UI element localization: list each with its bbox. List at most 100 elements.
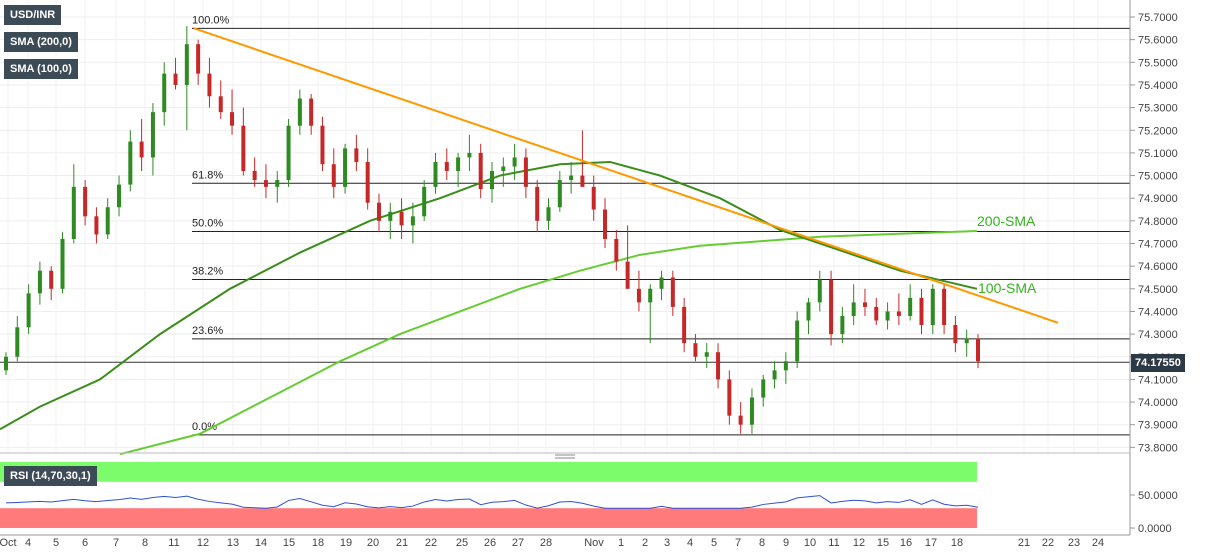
candle-body (942, 288, 947, 326)
x-tick-label: 28 (540, 537, 552, 549)
x-tick-label: 26 (484, 537, 496, 549)
candle-body (603, 209, 608, 239)
candle-body (749, 397, 754, 425)
x-tick-label: 5 (53, 537, 59, 549)
x-tick-label: 23 (1068, 537, 1080, 549)
candle-body (535, 186, 540, 221)
candle-body (795, 320, 800, 362)
x-tick-label: 21 (1018, 537, 1030, 549)
sma-100-legend[interactable]: SMA (100,0) (4, 59, 78, 79)
sma-200-legend[interactable]: SMA (200,0) (4, 32, 78, 52)
candle-body (162, 73, 167, 113)
candle-body (196, 44, 201, 74)
y-tick-label: 74.4000 (1138, 306, 1178, 318)
candle-body (670, 277, 675, 307)
x-tick-label: 7 (735, 537, 741, 549)
candle-body (230, 112, 235, 126)
candle-body (761, 379, 766, 398)
y-tick-label: 75.4000 (1138, 80, 1178, 92)
candle-body (128, 141, 133, 185)
y-tick-label: 75.1000 (1138, 148, 1178, 160)
fib-level-label: 38.2% (192, 266, 223, 278)
candle-body (139, 141, 144, 158)
candle-body (218, 96, 223, 113)
candle-body (806, 302, 811, 321)
candle-body (60, 238, 65, 289)
x-tick-label: 11 (828, 537, 839, 549)
x-tick-label: 22 (1042, 537, 1054, 549)
candle-body (37, 270, 42, 294)
x-tick-label: 4 (25, 537, 31, 549)
candle-body (738, 415, 743, 425)
candle-body (365, 161, 370, 203)
candle-body (26, 293, 31, 328)
plot-background (0, 0, 1130, 453)
x-tick-label: 10 (804, 537, 816, 549)
x-tick-label: 15 (283, 537, 295, 549)
symbol-legend[interactable]: USD/INR (4, 5, 62, 25)
rsi-line (5, 495, 979, 509)
x-tick-label: 9 (783, 537, 789, 549)
y-tick-label: 74.6000 (1138, 261, 1178, 273)
candle-body (309, 98, 314, 126)
candle-body (320, 125, 325, 165)
x-tick-label: 1 (618, 537, 624, 549)
x-tick-label: 8 (759, 537, 765, 549)
candle-body (467, 152, 472, 158)
candle-body (614, 238, 619, 262)
fib-level-label: 61.8% (192, 169, 223, 181)
candle-body (343, 148, 348, 187)
rsi-axis: 50.0000 0.0000 (1130, 490, 1178, 535)
x-tick-label: 18 (312, 537, 324, 549)
candle-body (433, 161, 438, 187)
candle-body (105, 207, 110, 235)
candle-body (331, 164, 336, 187)
candle-body (851, 302, 856, 316)
x-tick-label: 3 (664, 537, 670, 549)
panel-resize-handle[interactable] (555, 454, 575, 459)
x-tick-label: 17 (925, 537, 937, 549)
candle-body (704, 352, 709, 357)
candle-body (490, 171, 494, 190)
price-axis: 75.7000 75.6000 75.5000 75.4000 75.3000 75.20… (1130, 12, 1178, 454)
y-tick-label: 75.2000 (1138, 125, 1178, 137)
x-tick-label: 21 (396, 537, 408, 549)
y-tick-label: 75.7000 (1138, 12, 1178, 24)
x-tick-label: 25 (456, 537, 468, 549)
rsi-tick-label: 50.0000 (1138, 490, 1178, 502)
y-tick-label: 75.6000 (1138, 35, 1178, 47)
x-tick-label: 7 (113, 537, 119, 549)
candle-body (184, 44, 189, 85)
x-tick-label: 19 (340, 537, 352, 549)
rsi-legend[interactable]: RSI (14,70,30,1) (4, 466, 97, 486)
candle-body (976, 338, 980, 362)
x-tick-label: 20 (367, 537, 379, 549)
candle-body (478, 152, 483, 190)
candle-body (829, 279, 834, 335)
sma-100-line (0, 160, 978, 431)
candle-body (49, 270, 54, 289)
rsi-oversold-zone (0, 508, 977, 528)
candle-body (241, 125, 246, 172)
x-tick-label: 18 (951, 537, 963, 549)
candle-body (83, 186, 88, 217)
candle-body (659, 277, 664, 289)
candle-body (908, 297, 913, 316)
candle-body (286, 125, 291, 181)
candle-body (117, 184, 122, 208)
candle-body (840, 315, 845, 335)
sma-100-annotation: 100-SMA (978, 280, 1037, 296)
x-tick-label: Oct (0, 537, 17, 549)
candle-body (388, 211, 393, 221)
candle-body (297, 98, 302, 126)
y-tick-label: 74.7000 (1138, 239, 1178, 251)
fib-level-label: 23.6% (192, 325, 223, 337)
candle-body (523, 157, 528, 187)
candle-body (569, 175, 574, 181)
candle-body (636, 288, 641, 303)
candle-body (263, 180, 268, 187)
candle-body (512, 157, 517, 167)
candle-body (682, 306, 687, 344)
candle-body (456, 157, 461, 172)
